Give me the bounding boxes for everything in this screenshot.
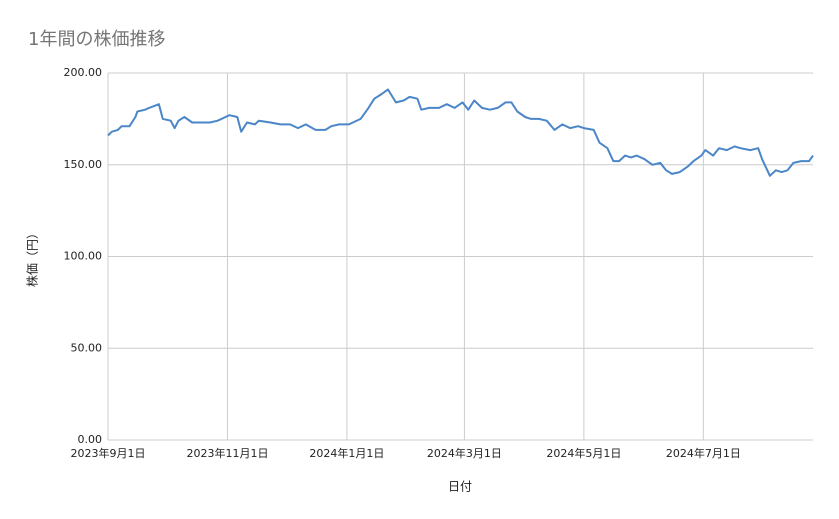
- y-tick-label: 200.00: [64, 66, 103, 79]
- y-tick-label: 100.00: [64, 250, 103, 263]
- x-tick-label: 2023年11月1日: [186, 446, 268, 460]
- line-series: [107, 88, 814, 177]
- y-tick-label: 0.00: [78, 433, 103, 446]
- x-tick-label: 2024年1月1日: [309, 446, 384, 460]
- x-tick-label: 2024年7月1日: [666, 446, 741, 460]
- y-tick-label: 150.00: [64, 158, 103, 171]
- x-axis-title: 日付: [448, 480, 472, 494]
- chart-title: 1年間の株価推移: [28, 29, 165, 50]
- y-tick-label: 50.00: [71, 341, 103, 354]
- y-axis-title: 株価（円）: [25, 227, 40, 287]
- x-tick-label: 2024年3月1日: [427, 446, 502, 460]
- x-tick-label: 2023年9月1日: [71, 446, 146, 460]
- x-tick-label: 2024年5月1日: [546, 446, 621, 460]
